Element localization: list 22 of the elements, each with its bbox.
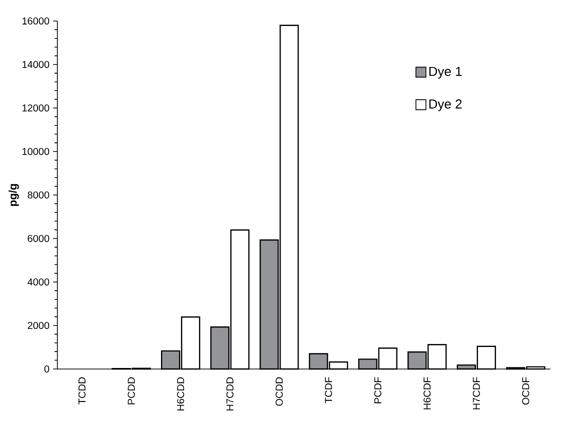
x-tick-label: OCDF xyxy=(522,377,530,405)
legend-label: Dye 1 xyxy=(429,66,462,79)
y-axis-title: pg/g xyxy=(8,184,19,206)
y-tick-label: 16000 xyxy=(22,17,50,25)
x-tick-label: PCDF xyxy=(374,377,382,404)
y-tick-label: 2000 xyxy=(28,322,50,330)
legend-label: Dye 2 xyxy=(429,99,462,112)
x-tick-label: H7CDF xyxy=(472,377,480,410)
x-tick-label: H6CDF xyxy=(424,377,431,410)
y-tick-label: 0 xyxy=(44,365,50,373)
x-tick-label: PCDD xyxy=(128,377,135,404)
y-tick-label: 4000 xyxy=(28,278,50,286)
x-tick-label: H6CDD xyxy=(177,377,184,410)
x-tick-label: TCDF xyxy=(324,377,332,404)
y-tick-label: 14000 xyxy=(22,60,50,68)
y-tick-label: 8000 xyxy=(28,191,50,199)
x-tick-label: OCDD xyxy=(276,377,283,406)
y-tick-label: 6000 xyxy=(28,234,50,242)
y-tick-label: 12000 xyxy=(22,104,50,112)
x-tick-label: H7CDD xyxy=(226,377,234,410)
x-tick-label: TCDD xyxy=(78,377,86,404)
y-tick-label: 10000 xyxy=(22,148,50,156)
